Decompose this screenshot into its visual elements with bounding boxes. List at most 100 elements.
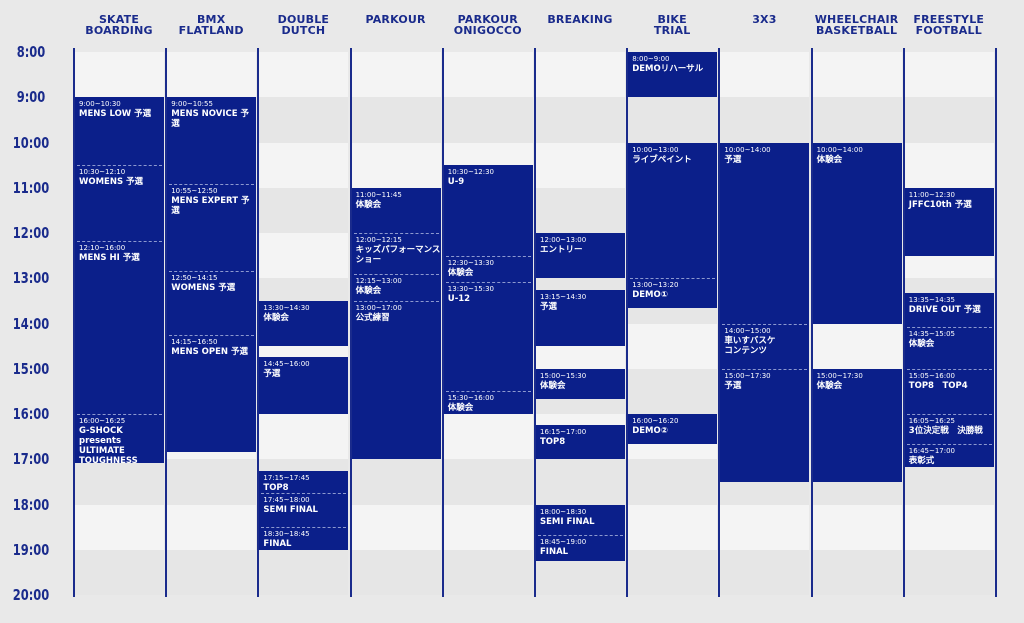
event-time: 12:10~16:00 — [79, 243, 126, 252]
event-breaking[interactable]: 18:00~18:30 SEMI FINAL — [536, 508, 625, 527]
event-breaking[interactable]: 13:15~14:30 予選 — [536, 293, 625, 312]
event-name: FINAL — [263, 539, 292, 550]
hour-band — [904, 549, 994, 595]
hour-band — [628, 549, 718, 595]
event-oni[interactable]: 12:30~13:30 体験会 — [444, 259, 533, 278]
hour-band — [904, 97, 994, 143]
event-3x3[interactable]: 15:00~17:30 予選 — [720, 372, 809, 391]
hour-band — [259, 233, 349, 279]
hour-band — [628, 97, 718, 143]
event-parkour[interactable]: 13:00~17:00 公式練習 — [352, 304, 441, 323]
lane-divider — [349, 48, 352, 597]
event-name: JFFC10th 予選 — [908, 199, 972, 210]
event-bike[interactable]: 10:00~13:00 ライブペイント — [628, 146, 717, 165]
event-breaking[interactable]: 16:15~17:00 TOP8 — [536, 428, 625, 447]
hour-band — [443, 414, 533, 460]
event-skate[interactable]: 12:10~16:00 MENS HI 予選 — [75, 244, 164, 263]
event-separator — [722, 368, 808, 370]
event-oni[interactable]: 10:30~12:30 U-9 — [444, 168, 533, 187]
event-breaking[interactable]: 12:00~13:00 エントリー — [536, 236, 625, 255]
event-skate[interactable]: 10:30~12:10 WOMENS 予選 — [75, 168, 164, 187]
event-separator — [906, 327, 992, 329]
column-header-bike: BIKE TRIAL — [653, 13, 691, 37]
event-wheel[interactable]: 10:00~14:00 体験会 — [813, 146, 902, 165]
event-ff[interactable]: 13:35~14:35 DRIVE OUT 予選 — [905, 296, 994, 315]
event-parkour[interactable]: 12:00~12:15 キッズパフォーマンス ショー — [352, 236, 441, 265]
event-dd[interactable]: 17:15~17:45 TOP8 — [259, 474, 348, 493]
event-name: 体験会 — [263, 312, 289, 323]
event-wheel[interactable]: 15:00~17:30 体験会 — [813, 372, 902, 391]
event-name: SEMI FINAL — [263, 505, 318, 516]
event-name: U-12 — [447, 294, 471, 305]
hour-band — [75, 549, 164, 595]
event-dd[interactable]: 17:45~18:00 SEMI FINAL — [259, 496, 348, 515]
hour-band — [536, 187, 625, 233]
event-parkour[interactable]: 12:15~13:00 体験会 — [352, 277, 441, 296]
event-3x3[interactable]: 10:00~14:00 予選 — [720, 146, 809, 165]
event-name: 公式練習 — [355, 312, 390, 323]
event-bmx[interactable]: 9:00~10:55 MENS NOVICE 予選 — [167, 100, 256, 129]
event-skate[interactable]: 9:00~10:30 MENS LOW 予選 — [75, 100, 164, 119]
event-name: 体験会 — [816, 154, 843, 165]
event-bike[interactable]: 8:00~9:00 DEMOリハーサル — [628, 55, 717, 74]
event-time: 13:35~14:35 — [908, 296, 956, 305]
column-header-skate: SKATE BOARDING — [85, 13, 153, 37]
hour-band — [904, 504, 994, 550]
event-time: 18:45~19:00 — [540, 537, 587, 546]
hour-band — [259, 549, 349, 595]
hour-label: 16:00 — [12, 405, 50, 423]
event-ff[interactable]: 16:05~16:25 3位決定戦 決勝戦 — [905, 417, 994, 436]
event-time: 13:00~13:20 — [632, 281, 679, 290]
hour-band — [536, 459, 625, 505]
hour-band — [259, 97, 349, 143]
event-dd[interactable]: 13:30~14:30 体験会 — [259, 304, 348, 323]
event-oni[interactable]: 15:30~16:00 体験会 — [444, 394, 533, 413]
event-separator — [353, 274, 439, 276]
hour-band — [628, 459, 718, 505]
event-separator — [77, 165, 162, 167]
hour-label: 20:00 — [12, 586, 50, 604]
schedule-block — [812, 368, 902, 482]
event-time: 16:00~16:25 — [79, 417, 126, 425]
event-ff[interactable]: 11:00~12:30 JFFC10th 予選 — [905, 191, 994, 210]
schedule-block — [536, 233, 625, 279]
event-time: 14:45~16:00 — [263, 360, 310, 369]
event-ff[interactable]: 15:05~16:00 TOP8 TOP4 — [905, 372, 994, 391]
event-name: WOMENS 予選 — [79, 177, 144, 188]
event-separator — [445, 255, 531, 257]
event-3x3[interactable]: 14:00~15:00 車いすバスケ コンテンツ — [720, 327, 809, 356]
hour-band — [75, 52, 164, 98]
event-bmx[interactable]: 10:55~12:50 MENS EXPERT 予選 — [167, 187, 256, 216]
hour-label: 11:00 — [12, 178, 50, 197]
hour-band — [167, 549, 257, 595]
event-name: TOP8 — [263, 482, 289, 493]
hour-band — [167, 52, 257, 98]
event-name: エントリー — [540, 245, 583, 255]
event-bike[interactable]: 16:00~16:20 DEMO② — [628, 417, 717, 436]
hour-band — [75, 459, 164, 505]
hour-band — [720, 97, 810, 143]
lane-divider — [902, 48, 905, 597]
event-name: WOMENS 予選 — [171, 282, 236, 293]
event-time: 15:00~17:30 — [816, 371, 863, 380]
event-name: 体験会 — [355, 199, 382, 210]
event-ff[interactable]: 14:35~15:05 体験会 — [905, 330, 994, 349]
event-bmx[interactable]: 14:15~16:50 MENS OPEN 予選 — [167, 338, 256, 357]
hour-band — [443, 549, 533, 595]
event-time: 12:30~13:30 — [447, 258, 495, 267]
hour-band — [351, 52, 441, 98]
event-dd[interactable]: 14:45~16:00 予選 — [259, 360, 348, 379]
event-breaking[interactable]: 18:45~19:00 FINAL — [536, 538, 625, 557]
lane-divider — [995, 48, 997, 597]
event-bike[interactable]: 13:00~13:20 DEMO① — [628, 281, 717, 300]
event-ff[interactable]: 16:45~17:00 表彰式 — [905, 447, 994, 466]
event-bmx[interactable]: 12:50~14:15 WOMENS 予選 — [167, 274, 256, 293]
event-breaking[interactable]: 15:00~15:30 体験会 — [536, 372, 625, 391]
event-name: FINAL — [540, 546, 569, 557]
event-name: 予選 — [263, 369, 281, 380]
event-oni[interactable]: 13:30~15:30 U-12 — [444, 285, 533, 304]
event-skate[interactable]: 16:00~16:25 G-SHOCK presents ULTIMATE TOU… — [75, 417, 164, 466]
event-dd[interactable]: 18:30~18:45 FINAL — [259, 530, 348, 549]
hour-band — [351, 97, 441, 143]
event-parkour[interactable]: 11:00~11:45 体験会 — [352, 191, 441, 210]
